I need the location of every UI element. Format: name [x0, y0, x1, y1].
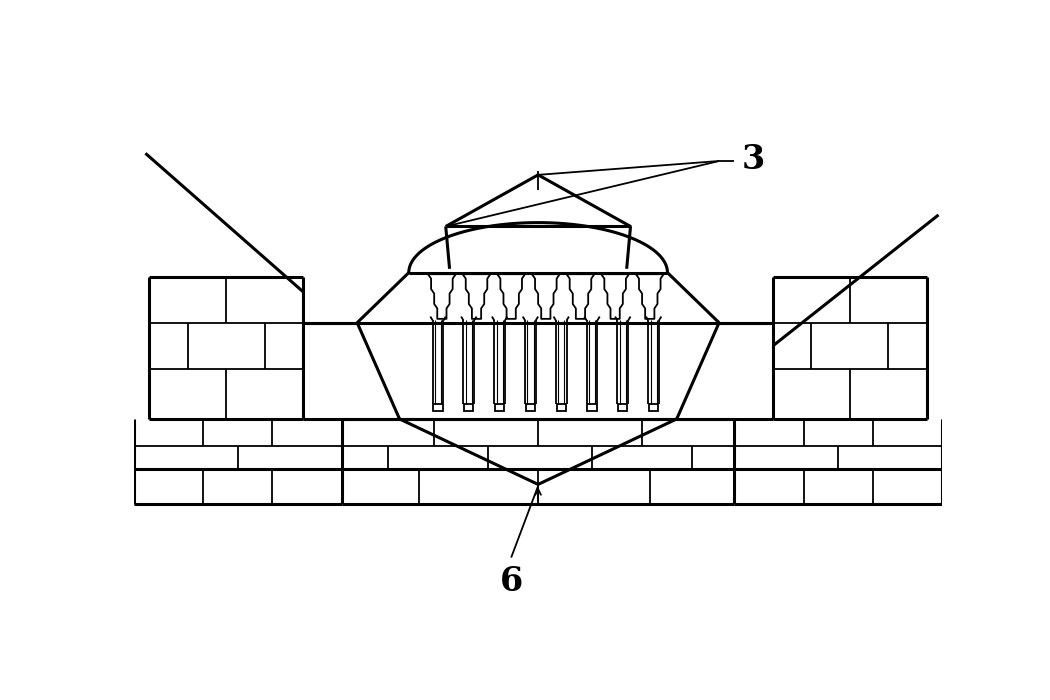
Bar [434, 403, 443, 412]
Bar [464, 403, 474, 412]
Bar [587, 403, 596, 412]
Text: 6: 6 [500, 566, 523, 598]
Bar [495, 403, 504, 412]
Bar [526, 403, 536, 412]
Text: 3: 3 [742, 143, 765, 176]
Bar [618, 403, 628, 412]
Bar [649, 403, 658, 412]
Bar [556, 403, 566, 412]
